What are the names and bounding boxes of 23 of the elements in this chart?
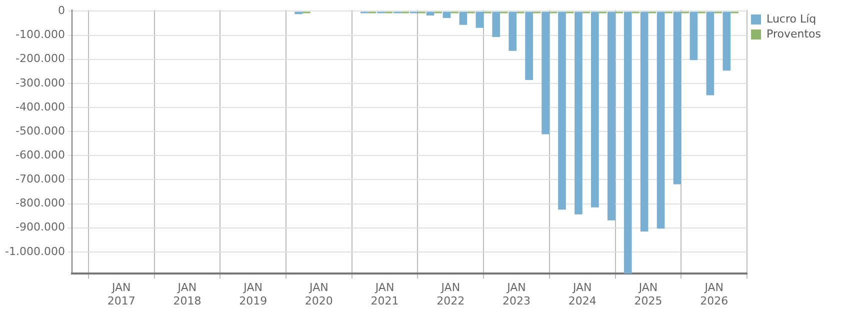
y-tick-label: -600.000 — [15, 148, 65, 162]
legend-label: Lucro Líq — [766, 12, 816, 26]
x-tick-label: JAN 2020 — [304, 281, 333, 308]
y-tick-label: -400.000 — [15, 100, 65, 114]
x-tick-label: JAN 2021 — [370, 281, 399, 308]
y-tick-label: -500.000 — [15, 124, 65, 138]
y-tick-label: -200.000 — [15, 52, 65, 66]
x-tick-label: JAN 2018 — [173, 281, 202, 308]
x-tick-label: JAN 2025 — [634, 281, 662, 308]
x-tick-label: JAN 2022 — [436, 281, 465, 308]
y-tick-label: -300.000 — [15, 76, 65, 90]
legend-label: Proventos — [766, 27, 822, 40]
y-tick-label: -900.000 — [15, 220, 65, 234]
x-tick-label: JAN 2019 — [239, 281, 268, 308]
y-tick-label: -700.000 — [15, 172, 65, 186]
x-tick-label: JAN 2023 — [502, 281, 531, 308]
y-tick-label: -800.000 — [15, 196, 65, 210]
x-tick-label: JAN 2017 — [107, 281, 136, 308]
x-tick-label: JAN 2026 — [700, 281, 728, 308]
y-tick-label: -100.000 — [15, 28, 65, 42]
y-tick-label: -1.000.000 — [5, 244, 65, 258]
y-tick-label: 0 — [58, 4, 65, 18]
x-tick-label: JAN 2024 — [568, 281, 596, 308]
